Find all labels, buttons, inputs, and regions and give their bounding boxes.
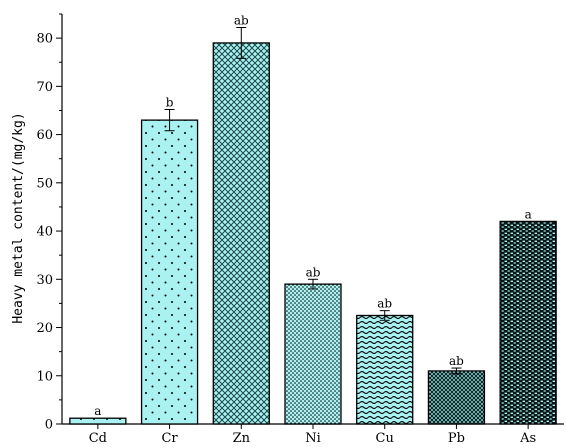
y-tick-label: 80: [36, 32, 53, 47]
y-tick-label: 40: [36, 225, 53, 240]
x-tick-label: Cd: [89, 431, 107, 446]
bar: [427, 370, 486, 425]
bar: [69, 417, 127, 425]
bar: [212, 42, 270, 425]
y-tick-label: 70: [36, 80, 53, 95]
x-tick-label: As: [519, 431, 536, 446]
plot-area: 0 10 20 30 40 50 60 70 80 a Cd b Cr ab Zn ab Ni ab Cu ab Pb a…: [36, 13, 564, 446]
y-tick-label: 60: [36, 128, 53, 143]
y-tick-label: 30: [36, 273, 53, 288]
significance-label: ab: [377, 297, 392, 311]
bar: [356, 314, 414, 425]
significance-label: b: [166, 96, 174, 110]
y-axis-title: Heavy metal content/(mg/kg): [11, 112, 26, 323]
significance-label: ab: [234, 14, 249, 28]
y-tick-label: 50: [36, 176, 53, 191]
y-tick-label: 10: [36, 369, 53, 384]
x-tick-label: Cu: [376, 431, 394, 446]
x-tick-label: Cr: [161, 431, 178, 446]
significance-label: a: [94, 404, 101, 418]
significance-label: a: [525, 207, 532, 221]
significance-label: ab: [449, 354, 464, 368]
x-tick-label: Ni: [305, 431, 321, 446]
bar: [499, 220, 557, 425]
y-tick-label: 0: [45, 418, 53, 433]
bar: [284, 283, 342, 425]
x-tick-label: Pb: [448, 431, 465, 446]
x-tick-label: Zn: [233, 431, 251, 446]
bar: [140, 119, 199, 425]
significance-label: ab: [306, 265, 321, 279]
y-tick-label: 20: [36, 321, 53, 336]
